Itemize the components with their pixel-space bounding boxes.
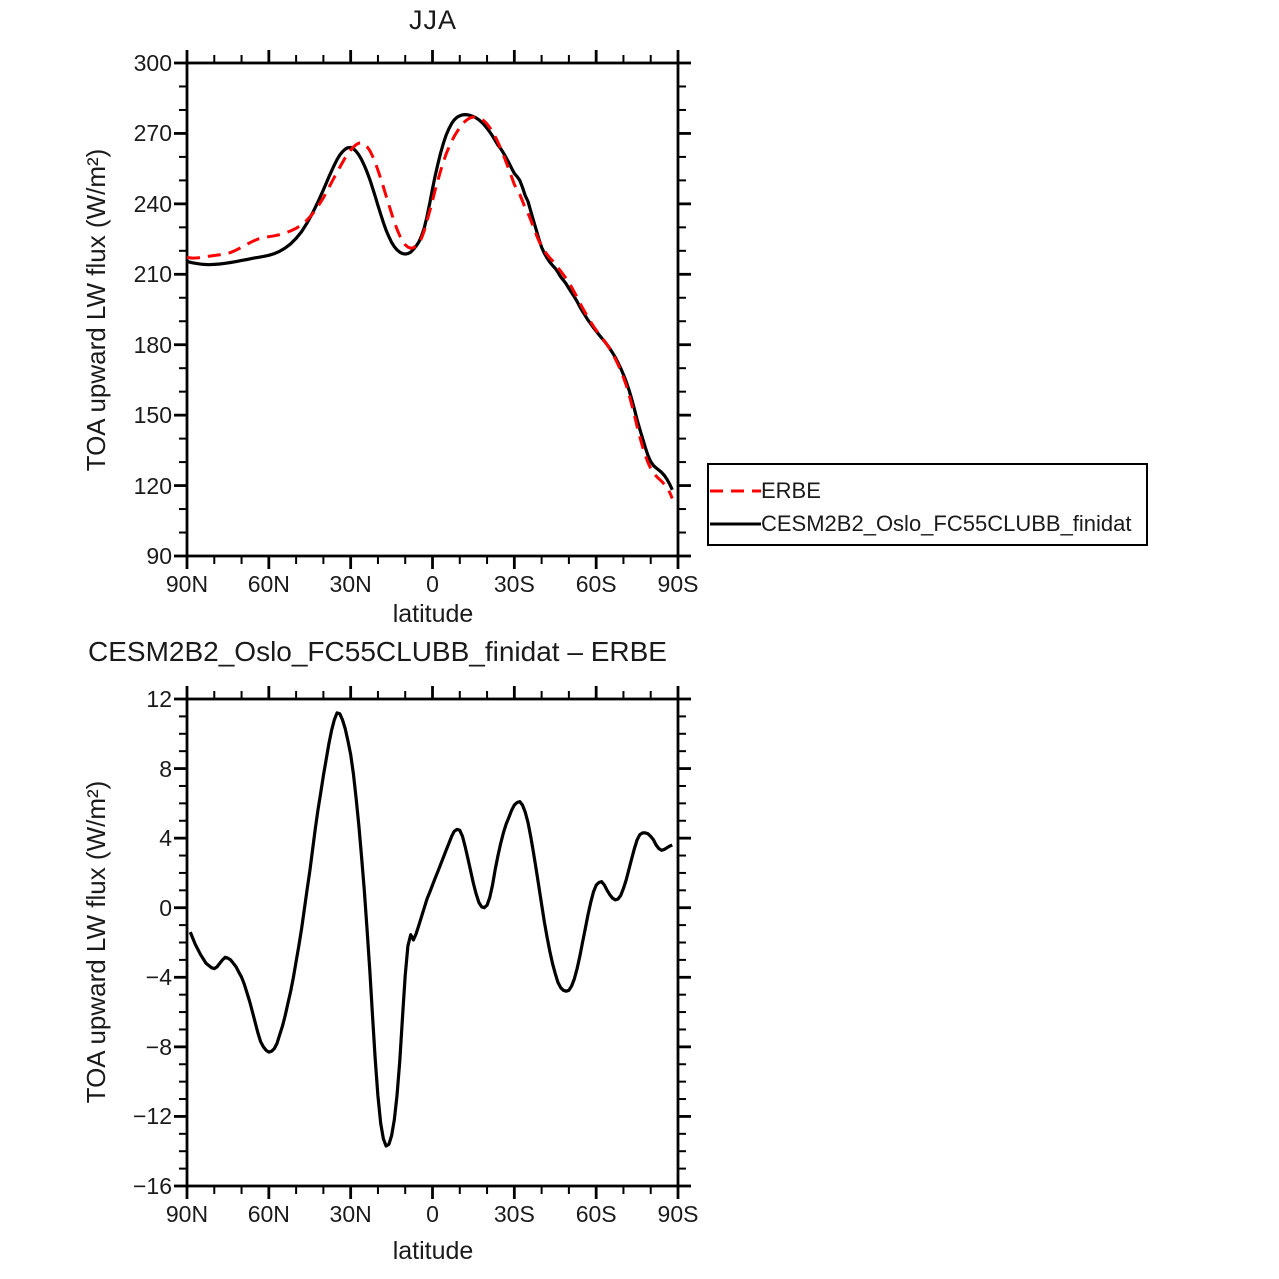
- y-tick-label: 150: [133, 402, 172, 429]
- x-tick-label: 90S: [657, 571, 699, 597]
- x-tick-label: 30S: [493, 1201, 535, 1227]
- x-tick-label: 0: [426, 1201, 439, 1227]
- legend-row-erbe: ERBE: [709, 479, 821, 503]
- legend-row-cesm: CESM2B2_Oslo_FC55CLUBB_finidat: [709, 512, 1132, 536]
- x-tick-label: 30N: [329, 571, 372, 597]
- y-tick-label: −16: [132, 1173, 172, 1199]
- y-tick-label: 270: [133, 120, 172, 147]
- y-tick-label: −12: [132, 1103, 172, 1130]
- plot-border: [185, 697, 680, 1188]
- legend-label-cesm: CESM2B2_Oslo_FC55CLUBB_finidat: [761, 511, 1132, 536]
- series-ERBE: [186, 115, 674, 500]
- x-tick-label: 90S: [657, 1201, 699, 1227]
- y-tick-label: 240: [133, 190, 172, 217]
- x-tick-label: 60S: [575, 1201, 617, 1227]
- top-chart-x-axis-label: latitude: [392, 600, 474, 628]
- x-tick-label: 30S: [493, 571, 535, 597]
- x-tick-label: 90N: [165, 1201, 209, 1227]
- y-tick-label: 300: [133, 50, 172, 76]
- y-tick-label: −4: [145, 964, 172, 991]
- x-tick-label: 0: [426, 571, 439, 597]
- y-tick-label: 12: [146, 686, 172, 712]
- legend-solid-black-line-icon: [710, 522, 761, 526]
- y-tick-label: −8: [145, 1033, 172, 1060]
- y-tick-label: 90: [146, 543, 172, 569]
- bottom-chart-x-axis-label: latitude: [392, 1237, 474, 1265]
- x-tick-label: 30N: [329, 1201, 372, 1227]
- y-tick-label: 8: [159, 755, 172, 782]
- x-tick-label: 60N: [247, 571, 290, 597]
- x-tick-label: 60N: [247, 1201, 290, 1227]
- y-tick-label: 180: [133, 331, 172, 358]
- legend-label-erbe: ERBE: [761, 478, 821, 503]
- series-difference: [188, 711, 673, 1148]
- y-tick-label: 0: [159, 894, 172, 921]
- legend-dashed-red-line-icon: [710, 489, 761, 493]
- series-CESM2B2_Oslo_FC55CLUBB_finidat: [186, 112, 674, 491]
- y-tick-label: 120: [133, 472, 172, 499]
- bottom-chart-title: CESM2B2_Oslo_FC55CLUBB_finidat – ERBE: [88, 636, 667, 667]
- legend-box: ERBE CESM2B2_Oslo_FC55CLUBB_finidat: [707, 463, 1148, 546]
- x-tick-label: 90N: [165, 571, 209, 597]
- x-tick-label: 60S: [575, 571, 617, 597]
- top-chart-title: JJA: [408, 5, 457, 35]
- plot-border: [185, 61, 680, 558]
- y-tick-label: 210: [133, 261, 172, 288]
- y-tick-label: 4: [159, 825, 172, 852]
